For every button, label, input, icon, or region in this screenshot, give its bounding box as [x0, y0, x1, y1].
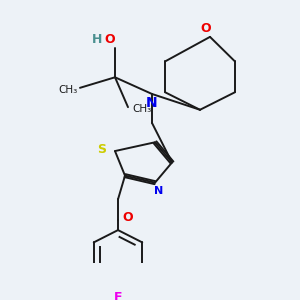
Text: S: S	[98, 143, 106, 156]
Text: O: O	[201, 22, 211, 34]
Text: H: H	[92, 33, 102, 46]
Text: CH₃: CH₃	[132, 104, 151, 114]
Text: N: N	[146, 96, 158, 110]
Text: O: O	[123, 211, 133, 224]
Text: CH₃: CH₃	[59, 85, 78, 94]
Text: N: N	[154, 187, 164, 196]
Text: F: F	[114, 291, 122, 300]
Text: O: O	[105, 33, 115, 46]
